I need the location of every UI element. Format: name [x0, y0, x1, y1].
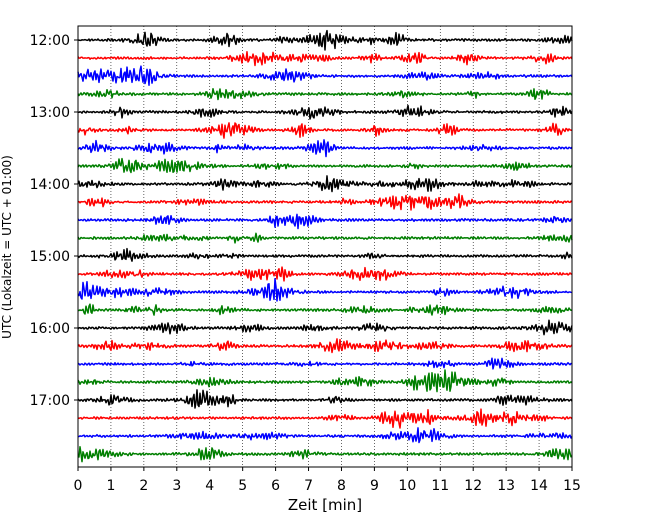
y-tick-label-0: 12:00 [30, 33, 70, 49]
trace-1645 [77, 369, 573, 393]
x-tick-label-7: 7 [304, 478, 313, 494]
x-tick-label-2: 2 [139, 478, 148, 494]
y-tick-label-1: 13:00 [30, 105, 70, 121]
trace-1230 [77, 65, 573, 86]
trace-1615 [77, 338, 573, 354]
x-tick-label-3: 3 [172, 478, 181, 494]
x-tick-label-11: 11 [431, 478, 449, 494]
x-tick-label-6: 6 [271, 478, 280, 494]
trace-1700 [77, 389, 573, 409]
x-tick-label-13: 13 [497, 478, 515, 494]
trace-1300 [77, 104, 573, 120]
x-tick-label-12: 12 [464, 478, 482, 494]
trace-1345 [77, 157, 573, 174]
trace-1545 [77, 303, 573, 316]
trace-1600 [77, 319, 573, 336]
x-axis-ticks: 0 1 2 3 4 5 6 7 8 9 10 11 12 13 14 15 [74, 467, 581, 494]
y-axis-ticks: 12:00 13:00 14:00 15:00 16:00 17:00 [30, 33, 78, 409]
x-axis-label: Zeit [min] [288, 496, 362, 514]
trace-1315 [77, 122, 573, 139]
x-tick-label-5: 5 [238, 478, 247, 494]
trace-1245 [77, 88, 573, 101]
y-tick-label-4: 16:00 [30, 321, 70, 337]
trace-1445 [77, 232, 573, 244]
plot-frame [77, 25, 573, 468]
y-axis-label: UTC (Lokalzeit = UTC + 01:00) [0, 155, 14, 339]
trace-1530 [77, 278, 573, 302]
x-tick-label-9: 9 [370, 478, 379, 494]
x-tick-label-4: 4 [205, 478, 214, 494]
x-tick-label-0: 0 [74, 478, 83, 494]
trace-1730 [77, 427, 573, 444]
trace-1630 [77, 357, 573, 370]
x-tick-label-14: 14 [530, 478, 548, 494]
x-tick-label-8: 8 [337, 478, 346, 494]
trace-1515 [77, 266, 573, 282]
seismic-traces [77, 29, 573, 463]
y-tick-label-5: 17:00 [30, 393, 70, 409]
trace-1715 [77, 408, 573, 429]
y-tick-label-3: 15:00 [30, 249, 70, 265]
axes-frame [77, 25, 573, 468]
x-tick-label-15: 15 [563, 478, 581, 494]
trace-1400 [77, 175, 572, 193]
trace-1415 [77, 193, 573, 211]
trace-1500 [77, 247, 573, 262]
trace-1430 [77, 213, 573, 230]
trace-1215 [77, 51, 573, 67]
trace-1745 [77, 446, 573, 463]
trace-1330 [77, 139, 573, 158]
x-tick-label-1: 1 [106, 478, 115, 494]
y-tick-label-2: 14:00 [30, 177, 70, 193]
x-tick-label-10: 10 [398, 478, 416, 494]
trace-1200 [77, 29, 573, 51]
